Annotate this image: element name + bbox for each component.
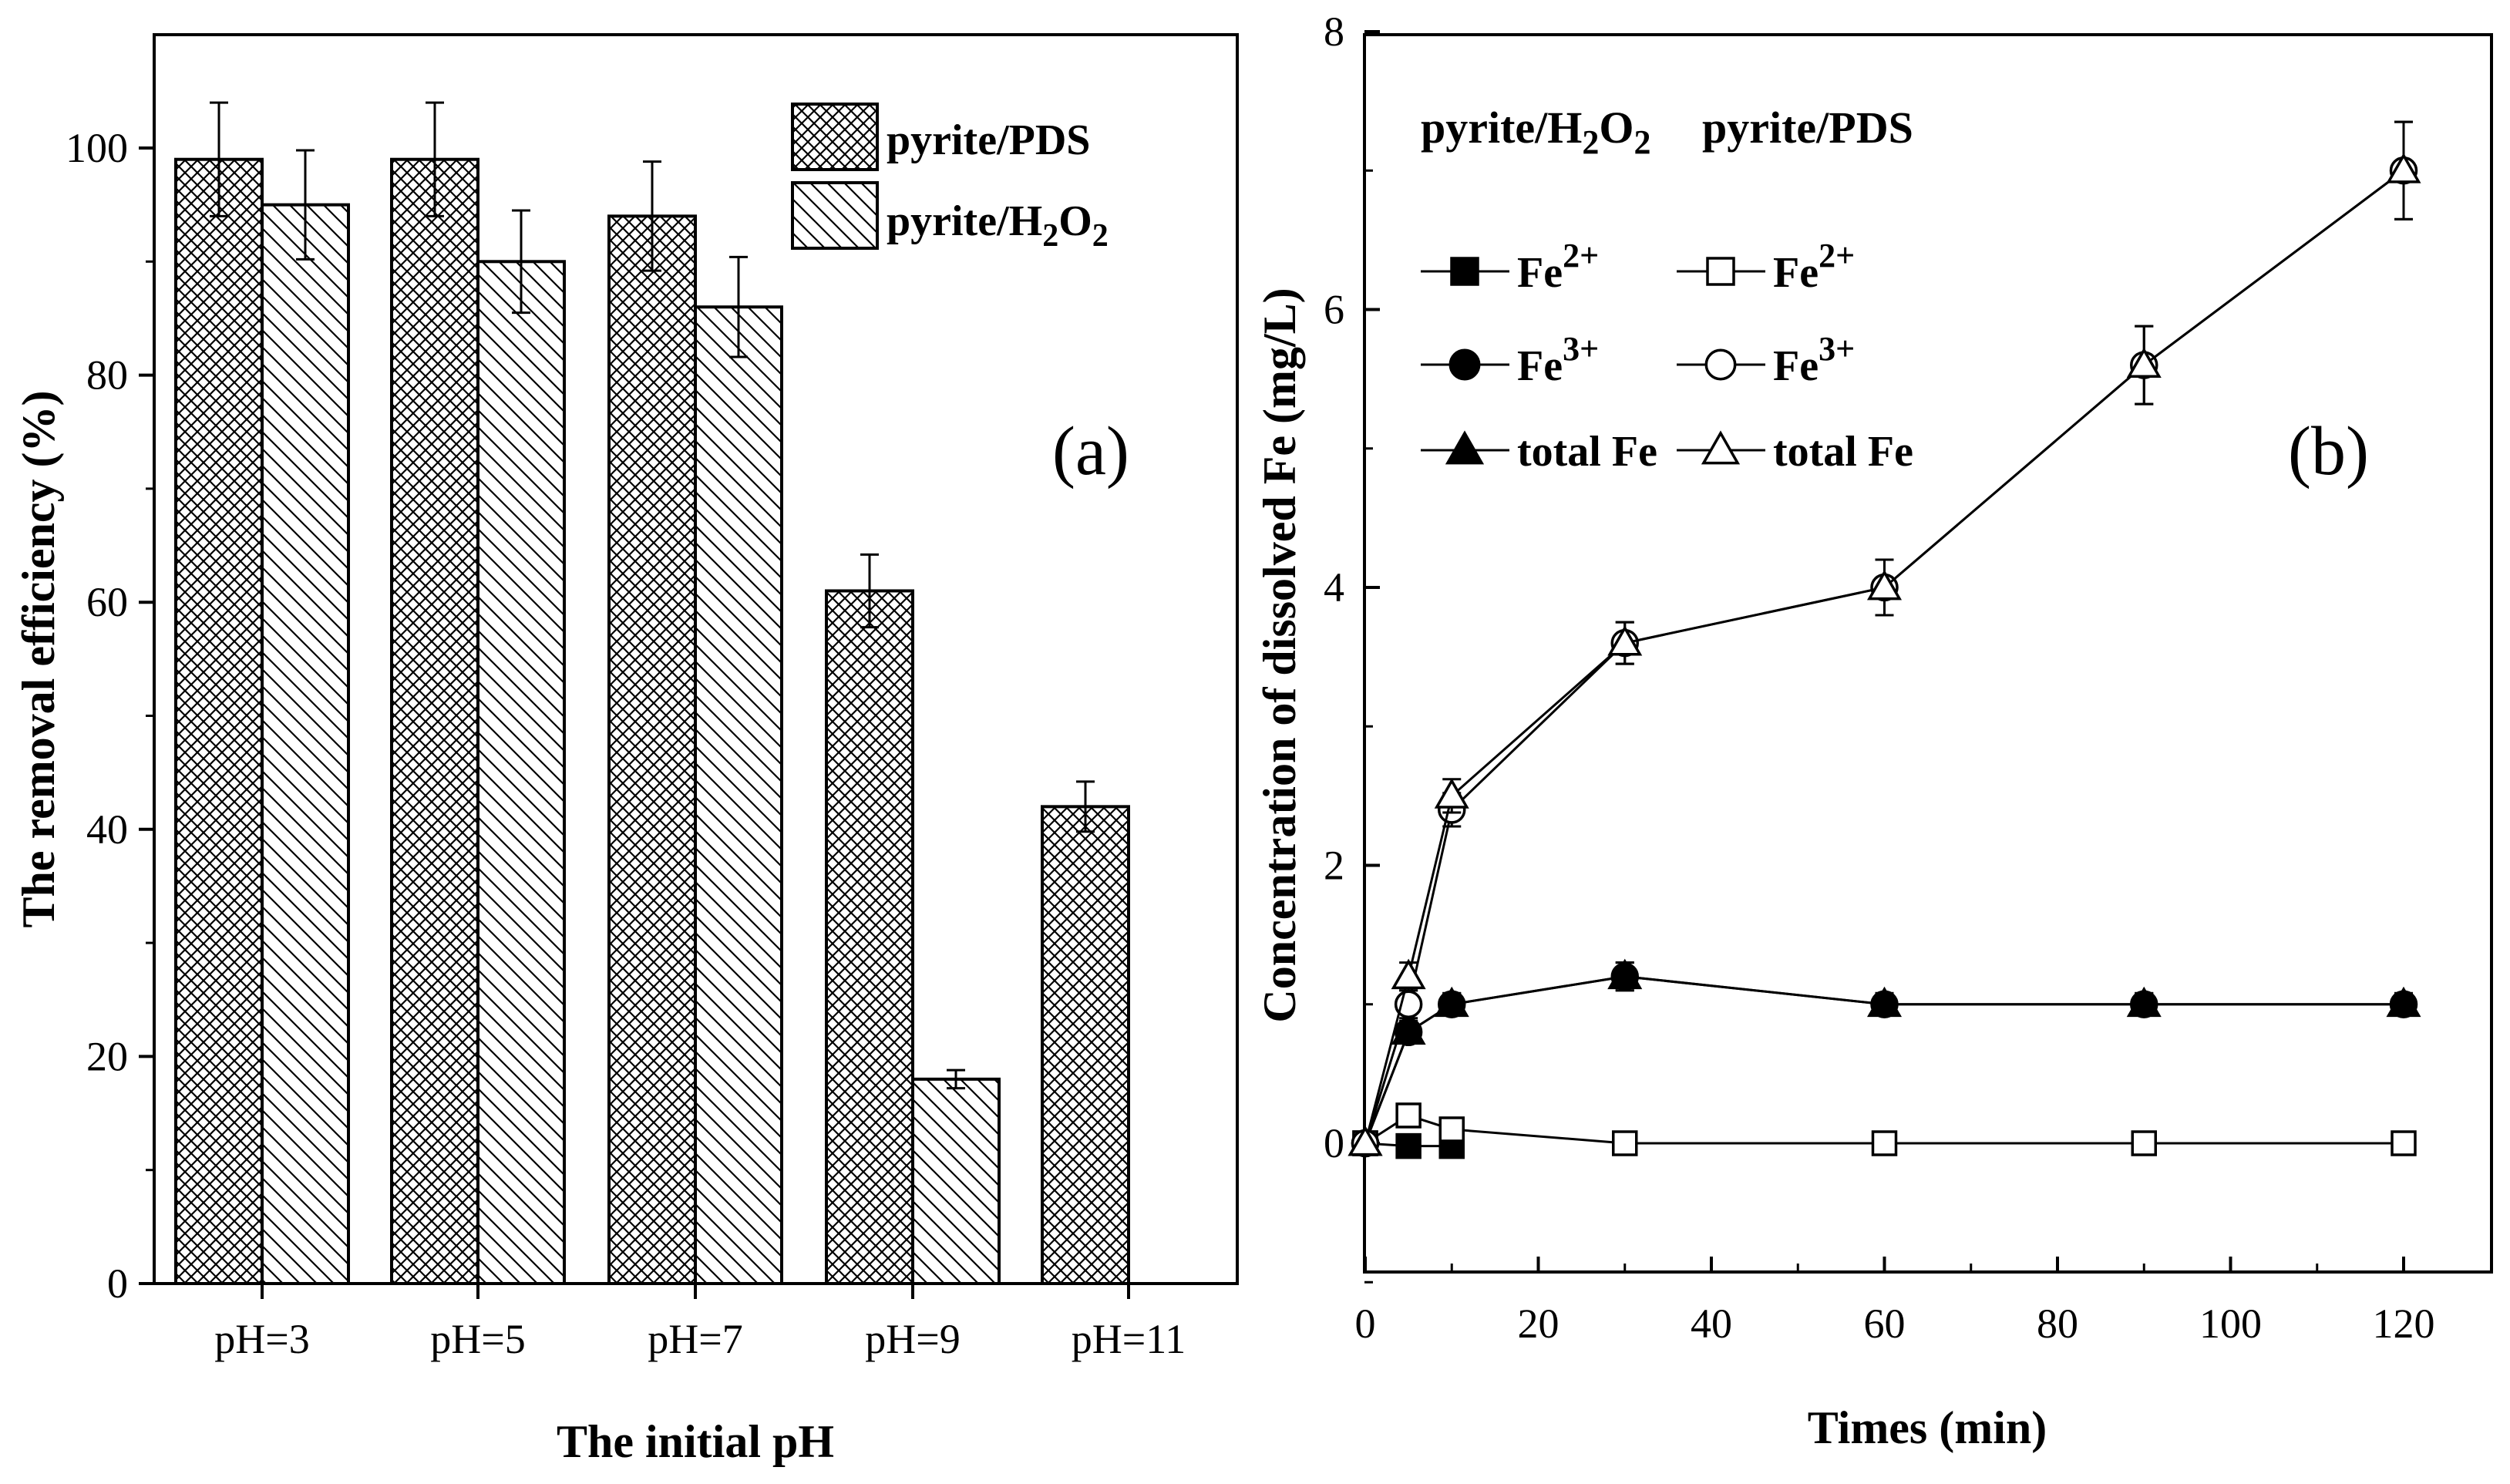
legend-header-pyrite-h2o2: pyrite/H2O2	[1421, 103, 1651, 161]
legend-marker-h2o2-square	[1450, 257, 1479, 286]
legend-entry-h2o2-triangle: total Fe	[1421, 428, 1657, 476]
bar-pyrite-h2o2	[694, 305, 783, 1286]
legend-label-h2o2-circle: Fe3+	[1517, 330, 1599, 390]
bar-pyrite-pds	[825, 589, 914, 1285]
bar-pyrite-pds	[390, 157, 479, 1286]
chart-a-ylabel: The removal efficiency (%)	[13, 390, 64, 927]
chart-b-xtick-label: 80	[2037, 1301, 2078, 1347]
chart-b-xtick-label: 60	[1864, 1301, 1906, 1347]
chart-a-xtick-label: pH=11	[1072, 1316, 1186, 1362]
legend-label-h2o2-triangle: total Fe	[1517, 428, 1657, 476]
error-bar	[729, 255, 748, 358]
legend-entry-h2o2-square: Fe2+	[1421, 237, 1599, 297]
error-bar	[1076, 780, 1095, 833]
legend-label-pds-circle: Fe3+	[1773, 330, 1855, 390]
chart-a-xtick-label: pH=9	[865, 1316, 960, 1362]
chart-b-xtick-label: 20	[1518, 1301, 1559, 1347]
chart-a-ytick-label: 80	[86, 352, 128, 399]
error-bar	[860, 553, 879, 629]
bar-pyrite-h2o2	[261, 203, 350, 1285]
legend-label-pds-square: Fe2+	[1773, 237, 1855, 297]
chart-b-xtick-label: 0	[1355, 1301, 1376, 1347]
point-pds-triangle	[1866, 569, 1903, 601]
point-pds-square	[2391, 1130, 2417, 1156]
chart-b-ytick-label: 8	[1324, 8, 1344, 55]
chart-b-xlabel: Times (min)	[1808, 1402, 2047, 1453]
chart-a-panel-label: (a)	[1052, 413, 1129, 490]
legend-marker-pds-square	[1706, 257, 1735, 286]
bar-pyrite-pds	[607, 214, 697, 1285]
legend-entry-pds-triangle: total Fe	[1677, 428, 1913, 476]
bar-pyrite-h2o2	[911, 1077, 1001, 1285]
series-pds-square	[1352, 1102, 2417, 1156]
point-pds-triangle	[1348, 1125, 1383, 1156]
point-pds-triangle	[2386, 153, 2421, 183]
legend-swatch-pyrite-h2o2	[791, 181, 879, 250]
chart-b-panel-label: (b)	[2288, 413, 2369, 490]
point-h2o2-triangle	[2126, 986, 2162, 1018]
legend-label-h2o2-square: Fe2+	[1517, 237, 1599, 297]
point-pds-square	[1438, 1116, 1465, 1142]
error-bar	[643, 160, 661, 272]
chart-a-ytick-label: 0	[107, 1260, 128, 1307]
chart-a-xlabel: The initial pH	[557, 1416, 834, 1467]
legend-label-pds-triangle: total Fe	[1773, 428, 1913, 476]
chart-a-ytick-label: 40	[86, 806, 128, 853]
chart-a-xtick-label: pH=3	[214, 1316, 309, 1362]
legend-header-pyrite-pds: pyrite/PDS	[1702, 103, 1913, 153]
point-pds-square	[1612, 1130, 1638, 1156]
legend-marker-pds-triangle	[1701, 430, 1741, 465]
point-pds-triangle	[1607, 625, 1643, 656]
chart-b: 0 2 4 6 8 0 20 40 60 80 100 120 Concentration of d…	[1254, 8, 2493, 1453]
chart-b-frame	[1363, 33, 2493, 1274]
error-bar	[426, 101, 444, 217]
chart-a-ytick-label: 60	[86, 579, 128, 625]
chart-b-ytick-label: 0	[1324, 1120, 1344, 1166]
legend-marker-pds-circle	[1704, 348, 1737, 381]
chart-b-ytick-label: 6	[1324, 287, 1344, 333]
bar-pyrite-pds	[174, 157, 264, 1286]
point-h2o2-triangle	[1434, 986, 1469, 1018]
legend-marker-h2o2-circle	[1448, 348, 1481, 381]
chart-a-xtick-label: pH=5	[430, 1316, 525, 1362]
legend-marker-h2o2-triangle	[1445, 430, 1485, 465]
series-h2o2-triangle	[1348, 958, 2421, 1156]
series-pds-triangle	[1348, 120, 2421, 1156]
chart-b-xtick-label: 40	[1691, 1301, 1732, 1347]
chart-a-ytick-label: 100	[66, 125, 128, 171]
chart-a-legend: pyrite/PDS pyrite/H2O2	[791, 103, 1109, 254]
point-h2o2-square	[1395, 1132, 1422, 1159]
legend-label-pyrite-pds: pyrite/PDS	[887, 116, 1090, 164]
chart-b-ylabel: Concentration of dissolved Fe (mg/L)	[1254, 288, 1305, 1022]
legend-entry-pds-square: Fe2+	[1677, 237, 1855, 297]
bar-pyrite-pds	[1041, 805, 1130, 1285]
chart-b-ytick-label: 2	[1324, 843, 1344, 889]
legend-label-pyrite-h2o2: pyrite/H2O2	[887, 197, 1109, 254]
error-bar	[210, 101, 228, 217]
chart-b-legend: Fe2+ Fe3+ total Fe Fe2+ Fe3+ total Fe	[1421, 237, 1913, 476]
chart-b-xtick-label: 100	[2199, 1301, 2262, 1347]
point-pds-triangle	[2126, 347, 2162, 378]
point-h2o2-triangle	[2386, 986, 2421, 1018]
point-pds-triangle	[1391, 958, 1426, 990]
point-h2o2-triangle	[1607, 958, 1643, 990]
error-bar	[947, 1068, 965, 1090]
chart-a-ytick-label: 20	[86, 1033, 128, 1079]
chart-a: 0 20 40 60 80 100 pH=3 pH=5 pH=7 pH=9 pH=11 The r…	[13, 33, 1239, 1467]
bar-pyrite-h2o2	[476, 260, 566, 1285]
error-bar	[512, 209, 530, 315]
point-pds-square	[1395, 1102, 1422, 1129]
point-pds-square	[2131, 1130, 2157, 1156]
legend-entry-pds-circle: Fe3+	[1677, 330, 1855, 390]
chart-a-xtick-label: pH=7	[648, 1316, 742, 1362]
point-pds-square	[1871, 1130, 1898, 1156]
point-pds-triangle	[1434, 778, 1469, 809]
legend-entry-h2o2-circle: Fe3+	[1421, 330, 1599, 390]
point-h2o2-triangle	[1866, 986, 1903, 1018]
chart-b-ytick-label: 4	[1324, 564, 1344, 611]
error-bar	[296, 149, 315, 261]
chart-b-xtick-label: 120	[2373, 1301, 2435, 1347]
legend-swatch-pyrite-pds	[791, 103, 879, 171]
